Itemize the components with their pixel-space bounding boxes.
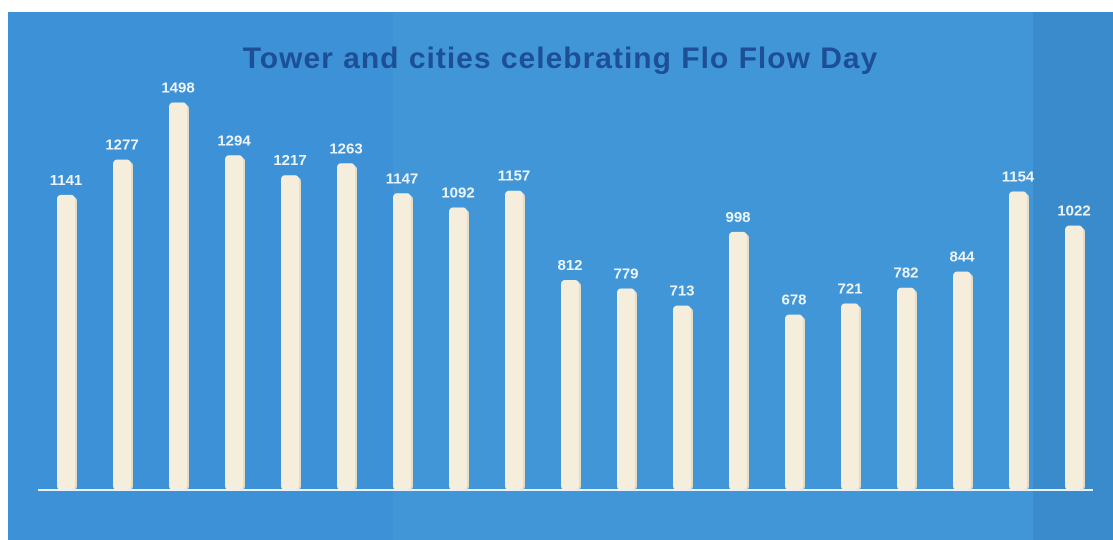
bar-value-label: 1147 xyxy=(386,170,419,187)
bar-value-label: 1277 xyxy=(105,137,138,154)
bar-value-label: 1498 xyxy=(161,80,194,97)
bar-value-label: 1022 xyxy=(1057,203,1090,220)
bar-value-label: 782 xyxy=(893,265,918,282)
bar xyxy=(505,190,523,491)
bar-value-label: 713 xyxy=(669,283,694,300)
bar xyxy=(281,175,299,490)
chart-title: Tower and cities celebrating Flo Flow Da… xyxy=(242,42,879,75)
bar xyxy=(953,271,971,490)
bar-value-label: 1263 xyxy=(329,140,362,157)
bar xyxy=(57,194,75,490)
bar xyxy=(729,231,747,491)
bar-value-label: 721 xyxy=(837,281,862,298)
bar xyxy=(785,314,803,490)
bar xyxy=(337,163,355,490)
bar-value-label: 1157 xyxy=(498,168,531,185)
bar xyxy=(561,279,579,490)
bar-value-label: 844 xyxy=(949,249,975,266)
bar xyxy=(897,287,915,490)
bar-value-label: 1217 xyxy=(273,152,306,169)
bar-value-label: 678 xyxy=(781,292,806,309)
bar-value-label: 812 xyxy=(557,257,582,274)
bar xyxy=(841,303,859,490)
bar xyxy=(113,159,131,490)
bar xyxy=(225,155,243,490)
bar-value-label: 779 xyxy=(613,265,638,282)
bar xyxy=(1009,191,1027,491)
bar-value-label: 998 xyxy=(725,209,750,226)
bar-chart: 1141 1277 1498 1294 1217 1263 1147 1092 1157 812 7… xyxy=(38,80,1093,491)
bar-value-label: 1154 xyxy=(1002,168,1035,185)
bar-value-label: 1294 xyxy=(217,132,251,149)
bar xyxy=(673,305,691,490)
bar xyxy=(393,193,411,490)
bar xyxy=(449,207,467,490)
bar xyxy=(617,288,635,490)
bar xyxy=(1065,225,1083,490)
bar-value-label: 1092 xyxy=(441,185,474,202)
bar xyxy=(169,102,187,490)
background-panel-middle xyxy=(393,12,1033,540)
chart-frame: Tower and cities celebrating Flo Flow Da… xyxy=(8,12,1113,540)
bar-value-label: 1141 xyxy=(50,172,83,189)
